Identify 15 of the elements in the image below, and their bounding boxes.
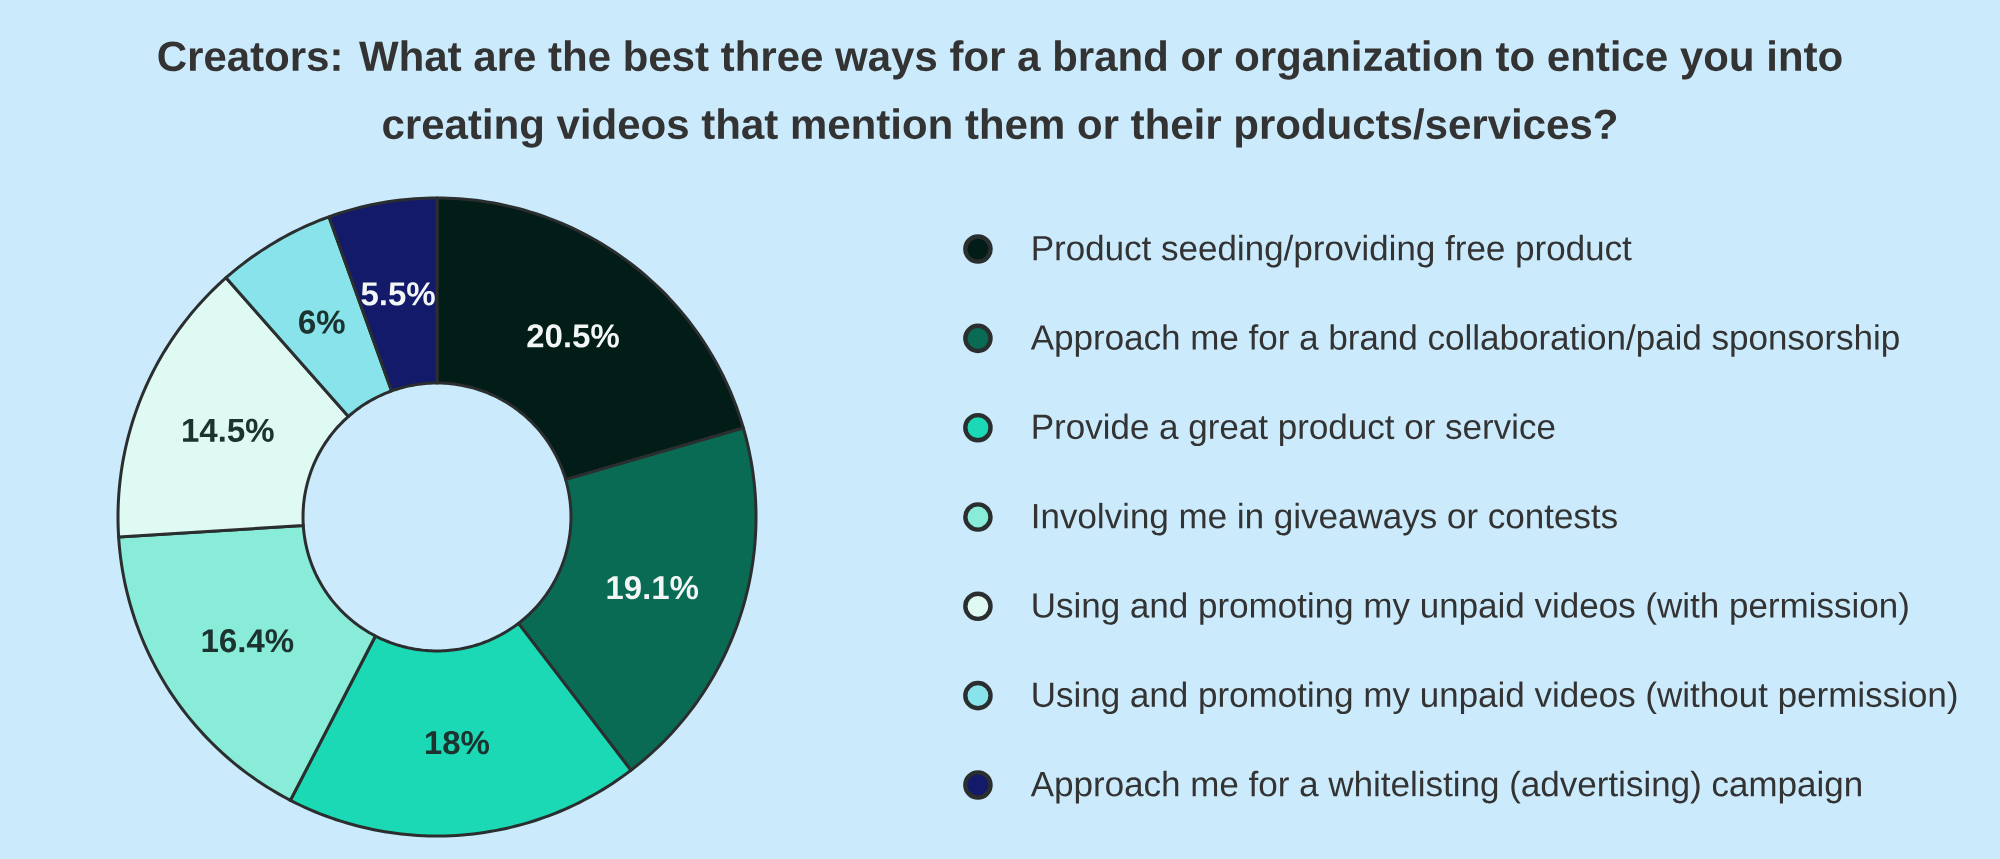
data-label: 19.1% <box>607 575 699 600</box>
legend-label: Provide a great product or service <box>1033 413 1555 447</box>
legend-label: Using and promoting my unpaid videos (with permission) <box>1033 592 1908 625</box>
legend-label: Approach me for a brand collaboration/paid sponsorship <box>1030 324 1899 357</box>
data-label: 5.5% <box>361 282 435 306</box>
legend-label: Product seeding/providing free product <box>1033 234 1632 268</box>
data-label: 18% <box>425 730 490 755</box>
chart-title: Creators: What are the best three ways for a brand or organization to entice you into creating videos that mention them or their products/services? <box>158 40 1842 148</box>
data-label: 14.5% <box>183 418 274 442</box>
legend-label: Involving me in giveaways or contests <box>1033 502 1617 536</box>
data-label: 20.5% <box>527 324 619 348</box>
data-label: 16.4% <box>202 629 294 653</box>
legend-label: Using and promoting my unpaid videos (without permission) <box>1033 681 1957 715</box>
legend-label: Approach me for a whitelisting (advertising) campaign <box>1030 770 1861 804</box>
data-label: 6% <box>299 310 345 334</box>
